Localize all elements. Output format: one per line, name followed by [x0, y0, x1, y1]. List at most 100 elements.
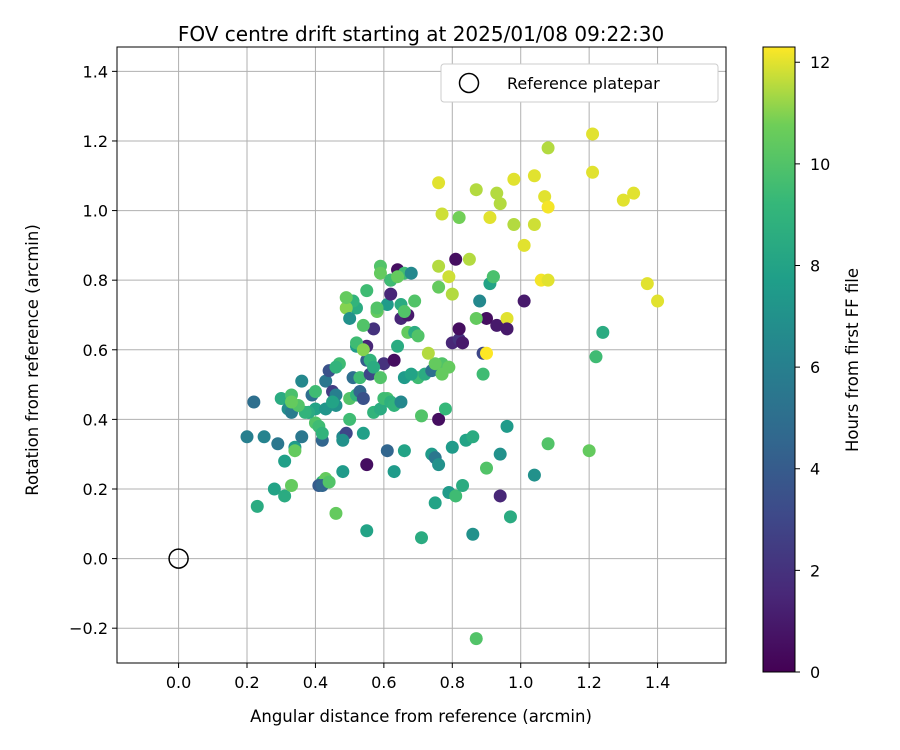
data-point	[596, 325, 610, 339]
data-point	[397, 304, 411, 318]
colorbar-ticks: 0 2 4 6 8 10 12	[795, 53, 830, 682]
data-point	[360, 284, 374, 298]
data-point	[415, 531, 428, 545]
data-point	[356, 318, 370, 332]
data-point	[527, 468, 541, 482]
data-point	[326, 395, 340, 409]
colorbar-tick-label: 6	[810, 358, 820, 377]
chart-title: FOV centre drift starting at 2025/01/08 …	[178, 22, 664, 46]
data-point	[356, 426, 370, 440]
data-point	[343, 412, 357, 426]
data-point	[343, 311, 357, 325]
data-point	[449, 252, 463, 266]
data-point	[367, 322, 381, 336]
data-point	[250, 499, 264, 513]
data-point	[469, 183, 483, 197]
data-point	[456, 336, 470, 350]
data-point	[428, 496, 442, 510]
data-point	[240, 430, 254, 444]
data-point	[582, 444, 596, 458]
colorbar-label: Hours from first FF file	[843, 268, 862, 452]
data-point	[541, 200, 555, 214]
data-point	[527, 169, 541, 183]
data-point	[370, 301, 384, 315]
legend: Reference platepar	[440, 63, 719, 103]
legend-box	[440, 63, 719, 103]
data-point	[480, 311, 494, 325]
data-point	[339, 301, 353, 315]
data-point	[432, 259, 446, 273]
data-point	[411, 329, 425, 343]
data-point	[466, 430, 480, 444]
data-point	[449, 489, 463, 503]
data-point	[517, 294, 531, 308]
data-point	[336, 465, 350, 479]
data-point	[329, 360, 343, 374]
colorbar-tick-label: 8	[810, 256, 820, 275]
legend-reference-marker	[458, 72, 480, 94]
data-point	[500, 419, 514, 433]
grid-lines	[117, 47, 726, 663]
data-point	[356, 392, 370, 406]
data-point	[284, 395, 298, 409]
x-axis-ticks: 0.0 0.2 0.4 0.6 0.8 1.0 1.2 1.4	[166, 663, 670, 692]
y-tick-label: 0.0	[83, 550, 108, 569]
x-tick-label: 0.0	[166, 673, 191, 692]
data-point	[380, 298, 394, 312]
colorbar-gradient	[762, 46, 796, 673]
data-point	[267, 482, 281, 496]
data-point	[432, 412, 446, 426]
data-points	[168, 127, 665, 646]
data-point	[274, 392, 288, 406]
data-point	[452, 211, 466, 225]
data-point	[527, 217, 541, 231]
data-point	[384, 287, 398, 301]
data-point	[507, 217, 521, 231]
legend-reference-label: Reference platepar	[507, 74, 660, 93]
x-tick-label: 1.4	[645, 673, 670, 692]
colorbar-tick-label: 0	[810, 663, 820, 682]
x-tick-label: 1.2	[576, 673, 601, 692]
data-point	[616, 193, 630, 207]
data-point	[466, 527, 480, 541]
data-point	[308, 385, 322, 399]
data-point	[476, 367, 490, 381]
data-point	[377, 357, 391, 371]
data-point	[500, 322, 514, 336]
data-point	[257, 430, 271, 444]
data-point	[640, 277, 654, 291]
data-point	[404, 367, 418, 381]
y-axis-ticks: −0.2 0.0 0.2 0.4 0.6 0.8 1.0 1.2 1.4	[69, 62, 117, 638]
data-point	[627, 186, 641, 200]
data-point	[288, 444, 302, 458]
data-point	[480, 461, 494, 475]
colorbar-tick-label: 4	[810, 460, 820, 479]
data-point	[517, 238, 531, 252]
data-point	[438, 402, 452, 416]
data-point	[319, 374, 333, 388]
reference-platepar-marker	[168, 548, 189, 569]
data-point	[295, 374, 309, 388]
data-point	[480, 346, 494, 360]
data-point	[353, 371, 367, 385]
data-point	[493, 489, 507, 503]
data-point	[462, 252, 476, 266]
data-point	[373, 266, 387, 280]
data-point	[394, 395, 408, 409]
data-point	[589, 350, 603, 364]
x-tick-label: 0.8	[440, 673, 465, 692]
data-point	[586, 127, 600, 141]
data-point	[397, 444, 411, 458]
y-tick-label: 1.2	[83, 132, 108, 151]
data-point	[339, 291, 353, 305]
data-point	[315, 426, 329, 440]
data-point	[469, 311, 483, 325]
x-tick-label: 1.0	[508, 673, 533, 692]
data-point	[336, 433, 350, 447]
data-point	[415, 409, 428, 423]
data-point	[387, 353, 401, 367]
data-point	[486, 270, 500, 284]
data-point	[295, 430, 309, 444]
data-point	[360, 458, 374, 472]
